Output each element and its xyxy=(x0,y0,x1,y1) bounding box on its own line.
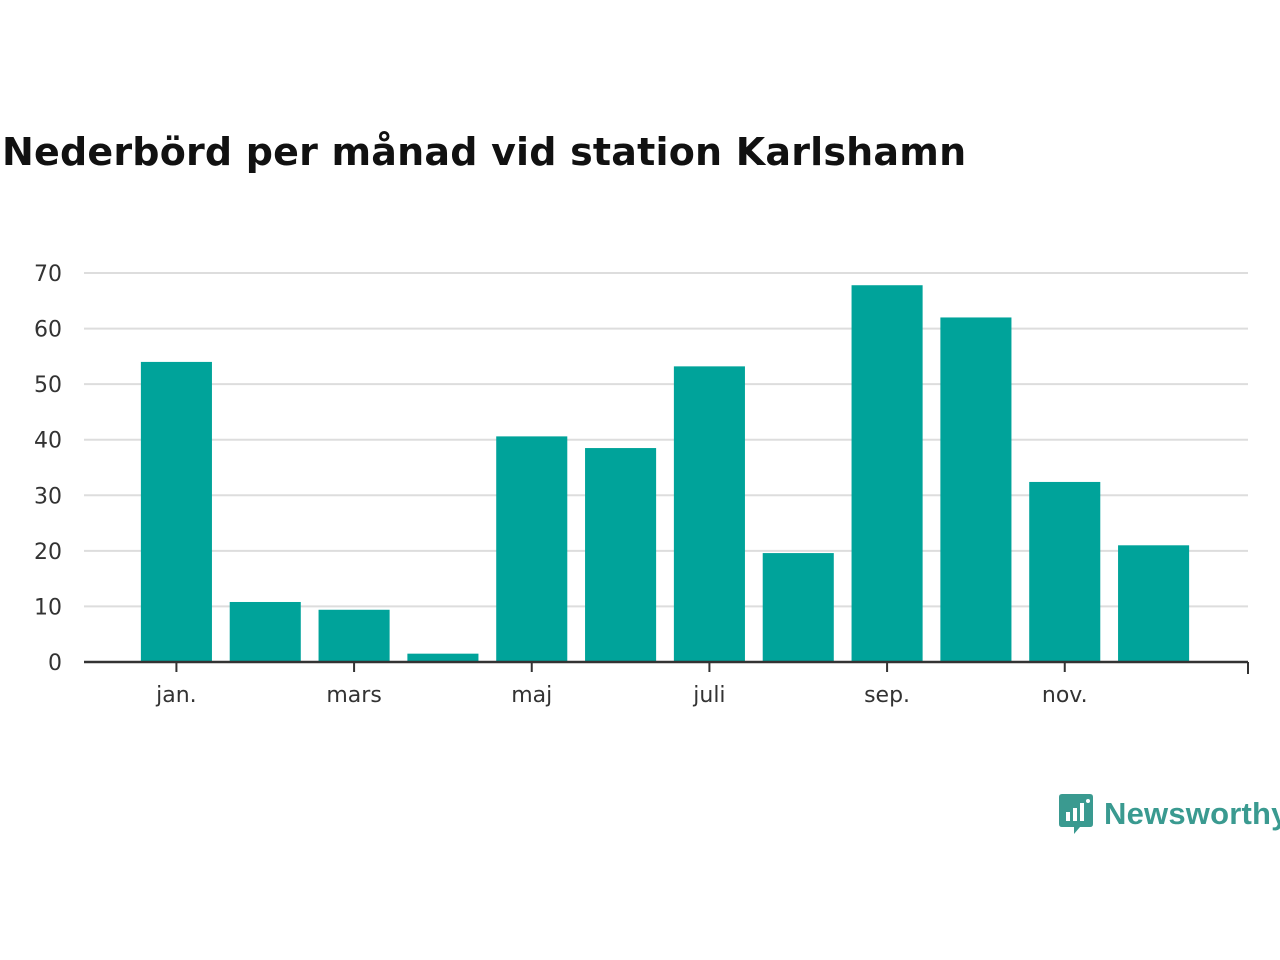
bar-dec xyxy=(1118,545,1190,662)
y-tick-label-60: 60 xyxy=(34,318,62,343)
newsworthy-logo-icon xyxy=(1059,794,1093,834)
y-tick-label-20: 20 xyxy=(34,540,62,565)
bar-juli xyxy=(673,366,745,662)
x-tick-label-mars: mars xyxy=(326,683,381,708)
x-axis xyxy=(84,660,1249,674)
bar-mars xyxy=(318,609,390,662)
bar-apr xyxy=(407,653,479,662)
x-tick-label-sep: sep. xyxy=(864,683,910,708)
bars xyxy=(140,285,1190,662)
y-tick-label-30: 30 xyxy=(34,484,62,509)
x-tick-label-nov: nov. xyxy=(1042,683,1088,708)
x-axis-labels: jan. mars maj juli sep. nov. xyxy=(155,683,1087,708)
chart-title: Nederbörd per månad vid station Karlsham… xyxy=(2,130,967,174)
bar-sep xyxy=(851,285,923,662)
y-tick-label-50: 50 xyxy=(34,373,62,398)
y-axis-labels: 0 10 20 30 40 50 60 70 xyxy=(34,262,62,676)
y-tick-label-10: 10 xyxy=(34,595,62,620)
bar-maj xyxy=(496,436,568,662)
y-tick-label-0: 0 xyxy=(48,651,62,676)
bar-aug xyxy=(762,553,834,662)
x-tick-label-maj: maj xyxy=(511,683,552,708)
bar-nov xyxy=(1029,481,1101,662)
y-tick-label-40: 40 xyxy=(34,429,62,454)
bar-jan xyxy=(140,361,212,662)
y-tick-label-70: 70 xyxy=(34,262,62,287)
x-tick-label-jan: jan. xyxy=(155,683,197,708)
x-tick-label-juli: juli xyxy=(692,683,725,708)
newsworthy-logo-text: Newsworthy xyxy=(1104,796,1280,831)
bar-feb xyxy=(229,601,301,662)
bar-juni xyxy=(585,448,657,662)
bar-okt xyxy=(940,317,1012,662)
newsworthy-logo: Newsworthy xyxy=(1058,792,1280,836)
